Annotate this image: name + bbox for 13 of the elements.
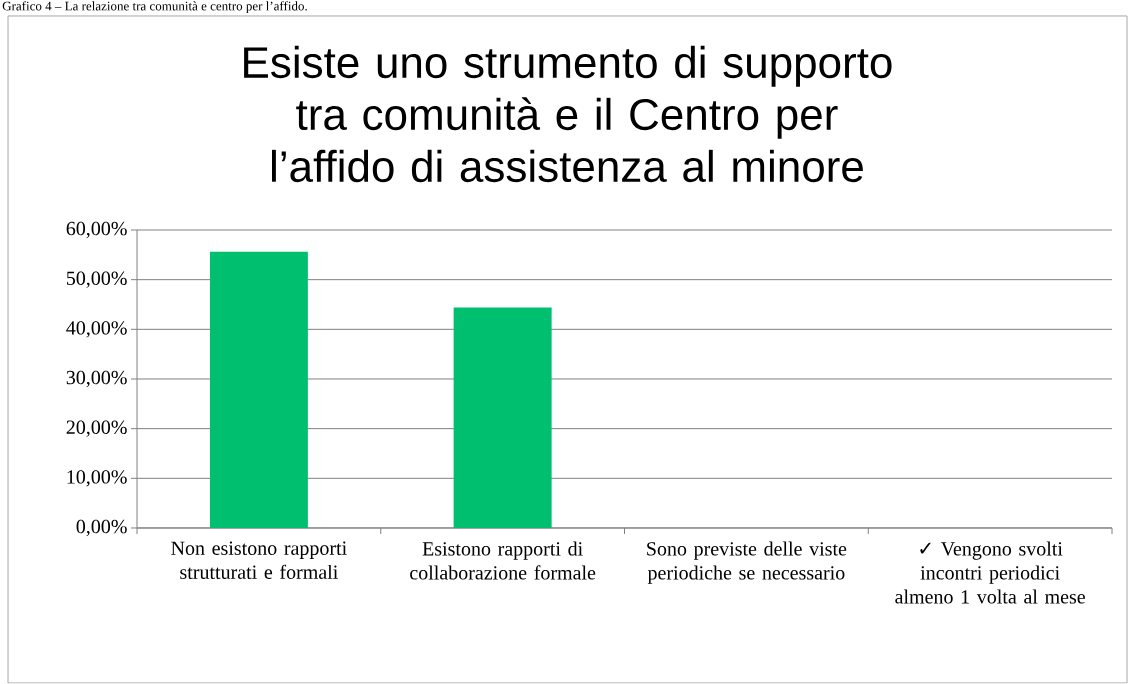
y-tick-label: 60,00%: [66, 221, 127, 239]
chart-title: Esiste uno strumento di supporto tra comunità e il Centro per l’affido di assistenza al minore: [244, 45, 892, 183]
x-tick-label: Esistono rapporti di collaborazione formale: [410, 541, 596, 580]
text: Grafico 4 – La relazione tra comunità e centro per l’affido.: [2, 1, 307, 14]
y-tick-label: 10,00%: [67, 470, 127, 487]
x-tick-label: Sono previste delle viste periodiche se necessario: [647, 541, 847, 584]
x-tick-label: Non esistono rapporti strutturati e formali: [171, 541, 347, 579]
y-tick-label: 40,00%: [66, 321, 127, 338]
y-tick-label: 50,00%: [66, 271, 127, 288]
x-tick-label: ✓ Vengono svolti incontri periodici almeno 1 volta al mese: [895, 541, 1085, 604]
y-tick-label: 0,00%: [76, 519, 127, 537]
y-tick-label: 20,00%: [66, 420, 127, 437]
y-tick-label: 30,00%: [66, 370, 127, 388]
